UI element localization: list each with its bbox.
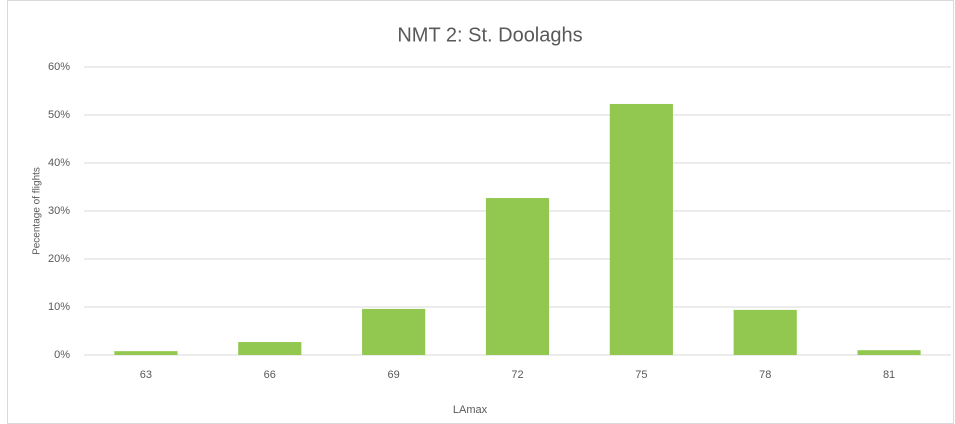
bar (609, 103, 673, 356)
x-tick-label: 72 (511, 369, 523, 381)
bar (114, 351, 178, 355)
y-tick-label: 60% (48, 61, 70, 73)
y-tick-label: 40% (48, 157, 70, 169)
y-tick-label: 10% (48, 301, 70, 313)
bar (485, 198, 550, 355)
chart-frame (7, 0, 954, 424)
x-tick-label: 69 (388, 369, 400, 381)
bar (733, 309, 797, 355)
x-tick-label: 81 (883, 369, 895, 381)
y-tick-label: 30% (48, 205, 70, 217)
y-tick-label: 0% (54, 349, 70, 361)
x-tick-label: 66 (264, 369, 276, 381)
bar (362, 308, 426, 355)
x-tick-label: 75 (635, 369, 647, 381)
x-tick-label: 63 (140, 369, 152, 381)
x-axis-label: LAmax (453, 404, 488, 416)
y-axis-label: Pecentage of flights (32, 167, 43, 255)
x-tick-label: 78 (759, 369, 771, 381)
bar (857, 350, 921, 355)
chart-title: NMT 2: St. Doolaghs (397, 24, 582, 46)
bar (238, 342, 302, 355)
y-tick-label: 50% (48, 109, 70, 121)
y-tick-label: 20% (48, 253, 70, 265)
